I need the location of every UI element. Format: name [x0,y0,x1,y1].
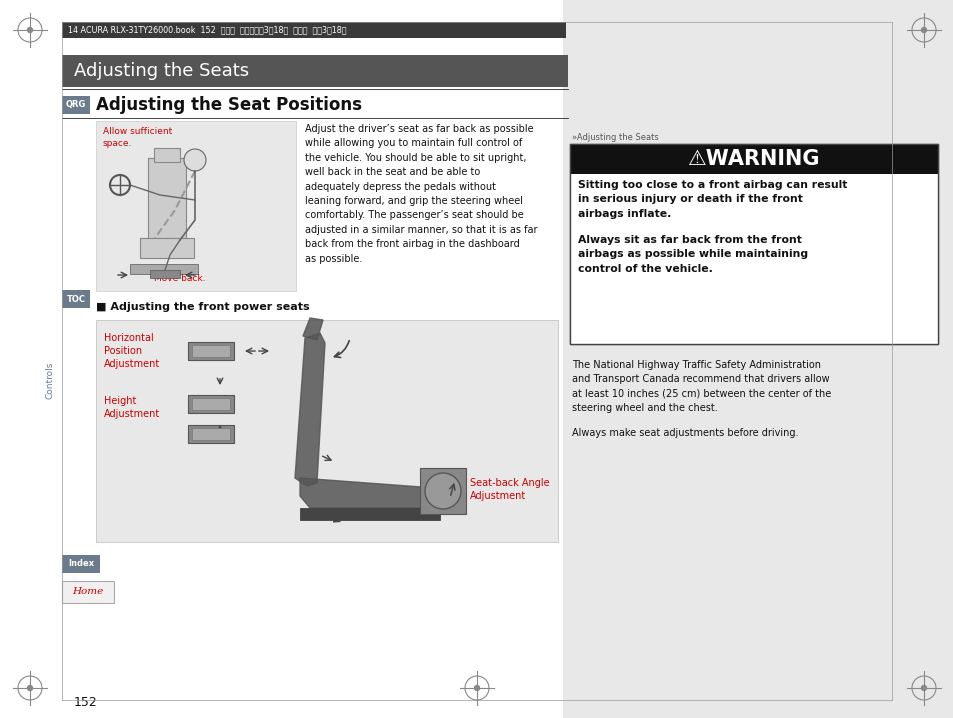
Text: Height
Adjustment: Height Adjustment [104,396,160,419]
Bar [569,174,937,344]
Text: »Adjusting the Seats: »Adjusting the Seats [572,133,659,142]
Bar [62,55,567,87]
Text: 14 ACURA RLX-31TY26000.book  152  ページ  ２０１３年3月18日  月曜日  午後3時18分: 14 ACURA RLX-31TY26000.book 152 ページ ２０１３… [68,26,346,34]
Text: Sitting too close to a front airbag can result
in serious injury or death if the: Sitting too close to a front airbag can … [578,180,846,219]
Text: The National Highway Traffic Safety Administration
and Transport Canada recommen: The National Highway Traffic Safety Admi… [572,360,830,413]
Bar [130,264,198,274]
Circle shape [184,149,206,171]
Circle shape [28,686,32,691]
Bar [192,345,230,357]
Bar [140,238,193,258]
Text: ■ Adjusting the front power seats: ■ Adjusting the front power seats [96,302,310,312]
Bar [188,395,233,413]
Bar [569,144,937,174]
Bar [148,158,186,238]
Bar [192,398,230,410]
Bar [562,0,953,718]
Polygon shape [299,478,439,508]
Bar [62,555,100,573]
Bar [150,270,180,278]
Text: Move back.: Move back. [154,274,206,283]
Bar [188,425,233,443]
Polygon shape [294,333,325,486]
Circle shape [474,686,479,691]
Bar [299,508,439,520]
Text: Always sit as far back from the front
airbags as possible while maintaining
cont: Always sit as far back from the front ai… [578,235,807,274]
Bar [96,320,558,542]
Text: Adjusting the Seat Positions: Adjusting the Seat Positions [96,96,361,114]
Circle shape [424,473,460,509]
Text: Adjusting the Seats: Adjusting the Seats [74,62,249,80]
Text: Allow sufficient
space.: Allow sufficient space. [103,127,172,148]
Text: TOC: TOC [67,294,86,304]
Bar [153,148,180,162]
Text: ⚠WARNING: ⚠WARNING [687,149,820,169]
Text: QRG: QRG [66,101,86,110]
Text: Adjust the driver’s seat as far back as possible
while allowing you to maintain : Adjust the driver’s seat as far back as … [305,124,537,264]
Bar [62,22,565,38]
Bar [62,581,113,603]
Circle shape [28,27,32,32]
Circle shape [921,27,925,32]
Bar [96,121,295,291]
Text: Index: Index [68,559,94,569]
Circle shape [921,686,925,691]
Bar [188,342,233,360]
Text: Seat-back Angle
Adjustment: Seat-back Angle Adjustment [470,478,549,501]
Bar [62,290,90,308]
Text: Horizontal
Position
Adjustment: Horizontal Position Adjustment [104,333,160,369]
Bar [192,428,230,440]
Bar [569,144,937,344]
Text: 152: 152 [74,696,97,709]
Polygon shape [303,318,323,340]
Bar [62,96,90,114]
Text: Home: Home [72,587,104,597]
Bar [419,468,465,514]
Text: Always make seat adjustments before driving.: Always make seat adjustments before driv… [572,428,798,438]
Bar [569,144,937,344]
Text: Controls: Controls [46,361,54,398]
